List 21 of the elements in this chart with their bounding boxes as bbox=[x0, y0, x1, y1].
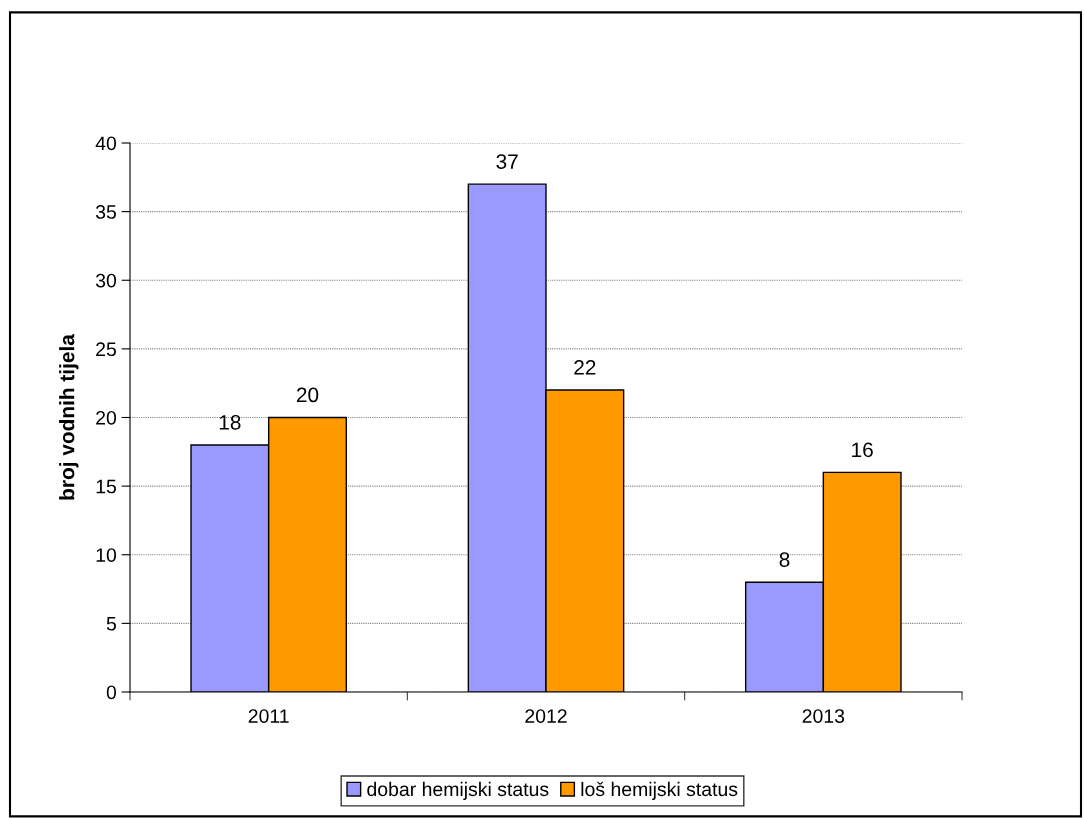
x-tick-label: 2012 bbox=[525, 709, 567, 723]
data-label: 18 bbox=[219, 414, 241, 430]
y-axis-title: broj vodnih tijela bbox=[59, 334, 79, 500]
x-tick-label: 2011 bbox=[248, 709, 289, 723]
legend-label: dobar hemijski status bbox=[367, 781, 549, 800]
y-tick-label: 40 bbox=[95, 136, 117, 151]
y-tick-label: 5 bbox=[106, 617, 116, 631]
data-label: 16 bbox=[852, 442, 873, 458]
data-label: 22 bbox=[574, 360, 596, 375]
legend-label: loš hemijski status bbox=[581, 781, 738, 800]
x-tick-label: 2013 bbox=[802, 709, 845, 723]
data-label: 20 bbox=[296, 387, 319, 403]
y-tick-label: 0 bbox=[106, 685, 117, 700]
y-tick-label: 10 bbox=[96, 548, 117, 562]
data-label: 37 bbox=[496, 154, 518, 169]
y-tick-label: 15 bbox=[96, 479, 116, 494]
y-tick-label: 25 bbox=[96, 342, 116, 357]
data-label: 8 bbox=[779, 552, 790, 567]
y-tick-label: 30 bbox=[95, 273, 117, 288]
y-tick-label: 35 bbox=[95, 205, 116, 219]
y-tick-label: 20 bbox=[96, 410, 117, 425]
